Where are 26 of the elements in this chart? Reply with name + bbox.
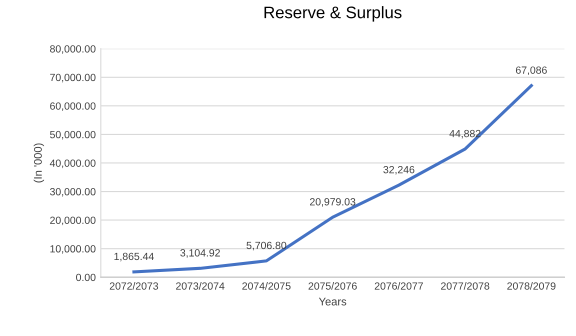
x-tick-label: 2075/2076 <box>308 282 357 290</box>
y-tick-label: 0.00 <box>76 274 96 282</box>
y-tick-label: 50,000.00 <box>50 130 96 140</box>
data-label: 1,865.44 <box>114 252 154 262</box>
data-label: 20,979.03 <box>310 198 356 207</box>
data-label: 32,246 <box>383 166 414 175</box>
y-axis-title: (In '000) <box>34 143 44 182</box>
data-label: 5,706.80 <box>246 242 286 250</box>
y-tick-label: 40,000.00 <box>50 159 96 168</box>
x-axis-title: Years <box>318 298 346 306</box>
y-tick-label: 60,000.00 <box>50 102 96 111</box>
data-label: 3,104.92 <box>180 249 220 258</box>
y-tick-label: 80,000.00 <box>50 45 96 54</box>
data-label: 44,882 <box>449 130 481 138</box>
y-tick-label: 10,000.00 <box>50 245 96 254</box>
data-label: 67,086 <box>516 66 547 76</box>
x-tick-label: 2073/2074 <box>176 282 224 290</box>
x-tick-label: 2078/2079 <box>507 282 556 290</box>
x-tick-label: 2074/2075 <box>242 282 291 290</box>
x-tick-label: 2076/2077 <box>374 282 423 290</box>
chart-title: Reserve & Surplus <box>264 6 402 22</box>
x-tick-label: 2077/2078 <box>441 282 490 290</box>
y-tick-label: 20,000.00 <box>50 216 96 226</box>
x-tick-label: 2072/2073 <box>110 282 158 290</box>
y-tick-label: 70,000.00 <box>50 74 96 82</box>
y-tick-label: 30,000.00 <box>50 188 96 197</box>
